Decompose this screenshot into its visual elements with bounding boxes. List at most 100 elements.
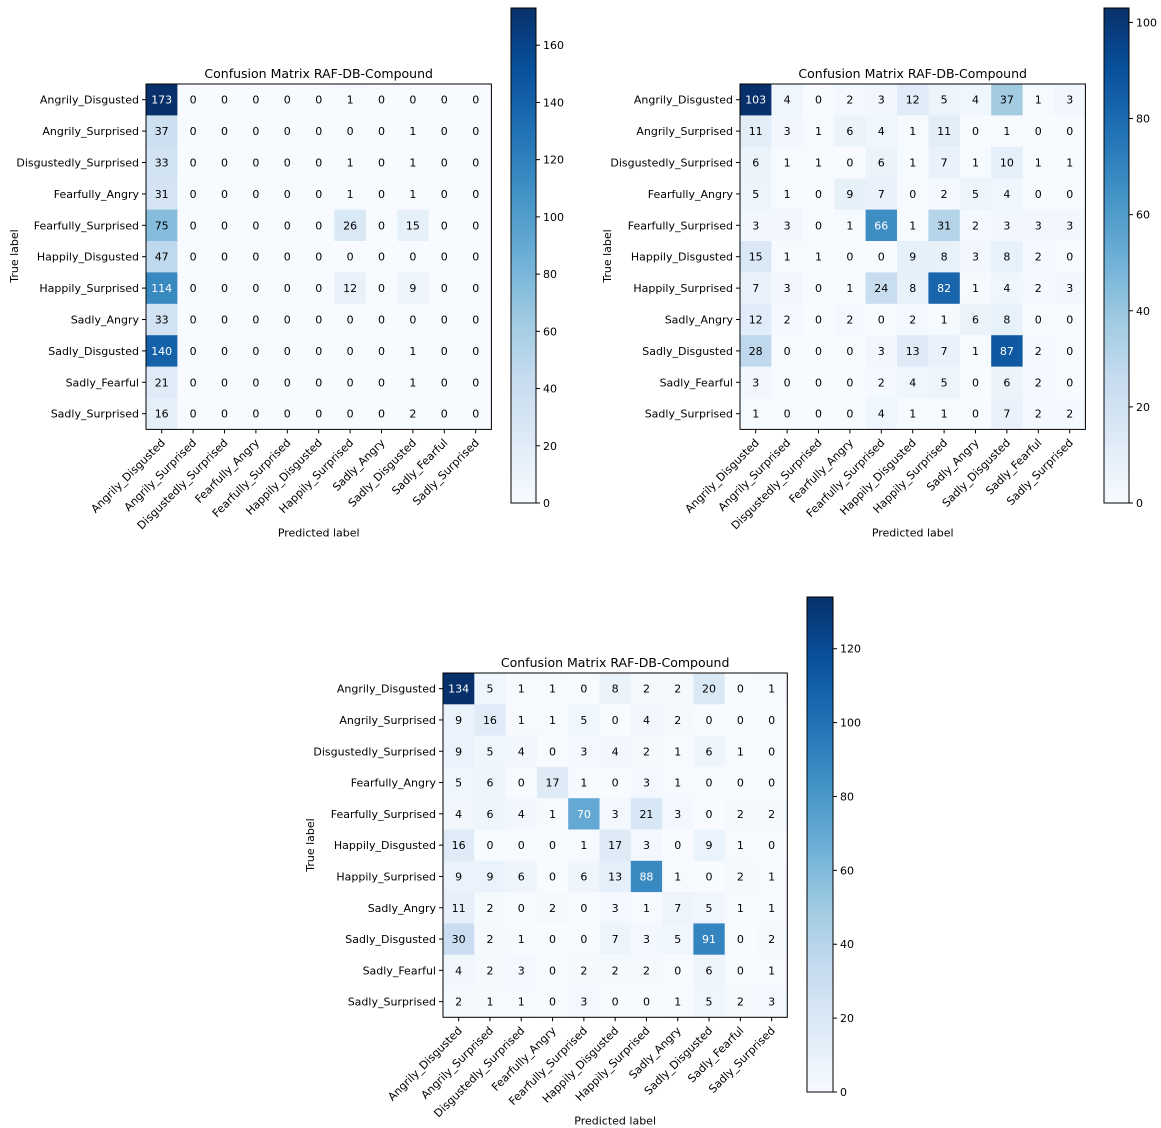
cell-value-label: 4 <box>1003 282 1010 295</box>
y-tick-label: Sadly_Disgusted <box>48 345 139 358</box>
heatmap-cell <box>1054 303 1086 336</box>
cell-value-label: 0 <box>315 188 322 201</box>
cell-value-label: 0 <box>784 345 791 358</box>
heatmap-cell <box>271 209 304 242</box>
heatmap-cell <box>991 146 1024 179</box>
cell-value-label: 0 <box>221 94 228 107</box>
heatmap-cell <box>991 178 1024 211</box>
y-tick-label: Sadly_Disgusted <box>642 345 733 358</box>
y-axis-label: True label <box>304 818 317 872</box>
cell-value-label: 0 <box>284 314 291 327</box>
cell-value-label: 31 <box>155 188 169 201</box>
heatmap-cell <box>756 923 788 956</box>
cell-value-label: 88 <box>639 870 653 883</box>
heatmap-cell <box>334 209 367 242</box>
cell-value-label: 0 <box>221 376 228 389</box>
heatmap-cell <box>460 146 492 179</box>
heatmap-cell <box>756 829 788 862</box>
cell-value-label: 0 <box>643 996 650 1009</box>
cell-value-label: 0 <box>221 157 228 170</box>
heatmap-cell <box>662 798 694 831</box>
cell-value-label: 0 <box>815 314 822 327</box>
cell-value-label: 16 <box>452 839 466 852</box>
colorbar-tick-label: 100 <box>840 717 861 730</box>
cell-value-label: 1 <box>674 996 681 1009</box>
heatmap-cell <box>365 115 398 148</box>
cell-value-label: 1 <box>909 219 916 232</box>
heatmap-cell <box>724 829 757 862</box>
heatmap-cell <box>240 146 273 179</box>
cell-value-label: 6 <box>846 125 853 138</box>
cell-value-label: 37 <box>1000 94 1014 107</box>
heatmap-cell <box>599 829 632 862</box>
heatmap-cell <box>474 704 507 737</box>
heatmap-cell <box>756 704 788 737</box>
heatmap-cell <box>740 303 772 336</box>
heatmap-cell <box>474 954 507 987</box>
heatmap-cell <box>959 335 992 368</box>
cell-value-label: 2 <box>674 714 681 727</box>
cell-value-label: 0 <box>580 933 587 946</box>
heatmap-cell <box>897 146 929 179</box>
heatmap-cell <box>460 398 492 430</box>
heatmap-cell <box>505 704 538 737</box>
cell-value-label: 30 <box>452 933 466 946</box>
heatmap-cell <box>1022 115 1055 148</box>
cell-value-label: 0 <box>1066 376 1073 389</box>
cell-value-label: 3 <box>1066 282 1073 295</box>
y-tick-label: Angrily_Disgusted <box>634 94 733 107</box>
cell-value-label: 7 <box>674 902 681 915</box>
cell-value-label: 5 <box>941 94 948 107</box>
heatmap-cell <box>428 178 461 211</box>
colorbar-tick-label: 0 <box>1136 497 1143 510</box>
y-tick-label: Fearfully_Surprised <box>331 808 436 821</box>
cell-value-label: 0 <box>252 94 259 107</box>
cell-value-label: 0 <box>347 345 354 358</box>
heatmap-cell <box>897 209 929 242</box>
cell-value-label: 0 <box>284 219 291 232</box>
heatmap-cell <box>146 146 178 179</box>
heatmap-cell <box>1054 366 1086 399</box>
cell-value-label: 6 <box>486 777 493 790</box>
colorbar <box>1103 7 1130 504</box>
heatmap-cell <box>928 241 961 273</box>
x-axis-label: Predicted label <box>574 1114 656 1127</box>
heatmap-cell <box>303 178 335 211</box>
cell-value-label: 0 <box>1035 314 1042 327</box>
cell-value-label: 1 <box>784 157 791 170</box>
cell-value-label: 2 <box>768 808 775 821</box>
cell-value-label: 9 <box>909 251 916 264</box>
heatmap-cell <box>834 84 867 116</box>
heatmap-cell <box>959 209 992 242</box>
cell-value-label: 9 <box>455 870 462 883</box>
heatmap-cell <box>630 986 663 1018</box>
cell-value-label: 2 <box>768 933 775 946</box>
cell-value-label: 5 <box>580 714 587 727</box>
cell-value-label: 12 <box>749 314 763 327</box>
heatmap-cell <box>505 860 538 893</box>
heatmap-cell <box>568 860 601 893</box>
heatmap-cell <box>505 923 538 956</box>
cell-value-label: 9 <box>409 282 416 295</box>
cell-value-label: 20 <box>702 683 716 696</box>
heatmap-cell <box>928 303 961 336</box>
cell-value-label: 1 <box>846 219 853 232</box>
cell-value-label: 0 <box>284 157 291 170</box>
cell-value-label: 0 <box>737 714 744 727</box>
cell-value-label: 9 <box>706 839 713 852</box>
heatmap-cell <box>460 241 492 273</box>
cell-value-label: 10 <box>1000 157 1014 170</box>
cell-value-label: 91 <box>702 933 716 946</box>
cell-value-label: 1 <box>409 125 416 138</box>
heatmap-cell <box>740 209 772 242</box>
heatmap-cell <box>802 115 835 148</box>
cell-value-label: 2 <box>972 219 979 232</box>
heatmap-cell <box>208 115 241 148</box>
heatmap-cell <box>693 735 726 768</box>
heatmap-cell <box>630 829 663 862</box>
heatmap-cell <box>1054 398 1086 430</box>
cell-value-label: 0 <box>549 996 556 1009</box>
cell-value-label: 6 <box>706 964 713 977</box>
cell-value-label: 0 <box>221 314 228 327</box>
cell-value-label: 8 <box>1003 314 1010 327</box>
